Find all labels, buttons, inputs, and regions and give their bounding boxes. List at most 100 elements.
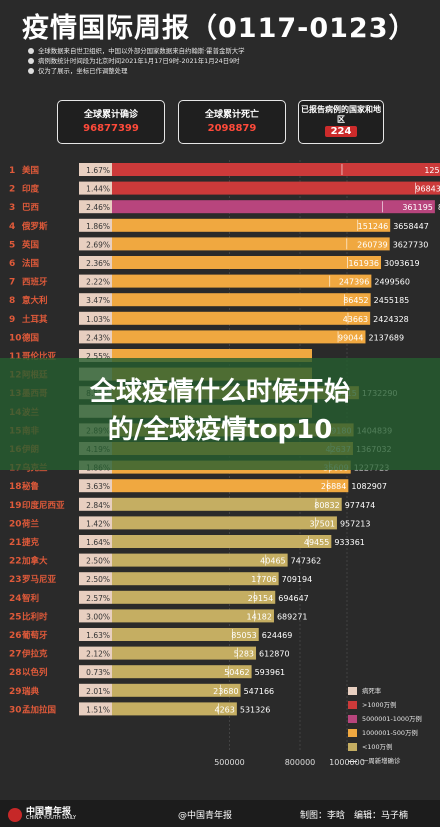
total-bar — [112, 553, 288, 567]
total-bar — [112, 683, 241, 697]
weekly-label: 29154 — [248, 594, 273, 603]
rate-label: 1.44% — [86, 185, 110, 194]
rate-bar — [79, 163, 112, 176]
rate-label: 2.84% — [86, 501, 110, 510]
deaths-label: 全球累计死亡 — [204, 110, 259, 120]
rate-label: 1.67% — [86, 166, 110, 175]
rank-label: 1 — [9, 166, 15, 176]
country-label: 瑞典 — [22, 686, 40, 697]
rate-label: 2.50% — [86, 575, 110, 584]
rate-bar — [79, 330, 112, 344]
rank-label: 19 — [9, 501, 22, 511]
weekly-label: 1258030 — [424, 166, 440, 175]
source-name-en: CHINA YOUTH DAILY — [26, 815, 77, 821]
weekly-label: 50462 — [224, 668, 249, 677]
weekly-label: 99044 — [338, 333, 363, 342]
rank-label: 9 — [9, 315, 15, 325]
rate-label: 2.12% — [86, 650, 110, 659]
legend-item-over-10m: >1000万例 — [348, 700, 422, 714]
country-label: 德国 — [22, 332, 39, 343]
total-bar — [112, 274, 372, 288]
total-bar — [112, 181, 440, 195]
total-bar — [112, 665, 252, 679]
rate-bar — [79, 200, 112, 214]
rate-bar — [79, 702, 112, 716]
country-label: 荷兰 — [21, 518, 40, 529]
country-label: 以色列 — [22, 667, 48, 678]
rate-label: 2.01% — [86, 687, 110, 696]
overlay-banner — [0, 358, 440, 470]
rate-label: 0.73% — [86, 668, 110, 677]
total-bar — [112, 256, 382, 269]
rank-label: 8 — [9, 296, 15, 306]
weekly-label: 43663 — [343, 315, 368, 324]
rate-bar — [79, 516, 112, 530]
country-label: 孟加拉国 — [22, 704, 56, 715]
weekly-label: 17706 — [251, 575, 276, 584]
total-label: 3627730 — [393, 240, 429, 249]
total-bar — [112, 311, 371, 325]
rate-bar — [79, 497, 112, 511]
confirmed-label: 全球累计确诊 — [83, 110, 138, 120]
total-bar — [112, 590, 276, 604]
notes: 全球数据来自世卫组织，中国以外部分国家数据来自约翰斯·霍普金斯大学 病例数统计时… — [28, 46, 245, 76]
weekly-label: 86452 — [343, 296, 368, 305]
weekly-label: 4263 — [215, 705, 235, 714]
rate-label: 1.63% — [86, 631, 110, 640]
total-label: 547166 — [244, 687, 275, 696]
overlay-line-1: 全球疫情什么时候开始 — [89, 377, 350, 407]
countries-card: 已报告病例的国家和地区 224 — [298, 100, 384, 144]
country-label: 葡萄牙 — [21, 630, 48, 641]
country-label: 西班牙 — [22, 277, 48, 288]
rank-label: 29 — [9, 687, 22, 697]
total-label: 957213 — [340, 519, 371, 528]
total-label: 709194 — [282, 575, 313, 584]
x-tick-label: 800000 — [285, 758, 316, 767]
weekly-label: 40465 — [260, 557, 285, 566]
total-bar — [112, 535, 332, 548]
rank-label: 23 — [9, 575, 22, 585]
rank-label: 24 — [9, 594, 22, 604]
legend-item-5m-10m: 5000001-1000万例 — [348, 714, 422, 728]
total-bar — [112, 218, 391, 232]
rank-label: 20 — [9, 519, 22, 529]
rate-bar — [79, 181, 112, 195]
weekly-label: 161936 — [348, 259, 379, 268]
total-label: 3658447 — [393, 222, 429, 231]
bullet-icon — [28, 68, 34, 74]
rank-label: 7 — [9, 278, 15, 288]
rate-label: 2.22% — [86, 278, 110, 287]
x-tick-label: 500000 — [214, 758, 245, 767]
legend: 病死率 >1000万例 5000001-1000万例 1000001-500万例… — [348, 686, 422, 770]
rate-label: 3.47% — [86, 296, 110, 305]
rank-label: 18 — [9, 482, 22, 492]
total-label: 8816254 — [438, 203, 440, 212]
total-label: 2424328 — [373, 315, 409, 324]
country-label: 智利 — [21, 593, 39, 604]
rate-bar — [79, 628, 112, 641]
rate-bar — [79, 553, 112, 567]
total-bar — [112, 237, 390, 251]
total-label: 3093619 — [384, 259, 420, 268]
weekly-label: 14182 — [247, 612, 272, 621]
total-label: 593961 — [255, 668, 286, 677]
total-label: 689271 — [277, 612, 308, 621]
total-bar — [112, 702, 237, 716]
rate-bar — [79, 683, 112, 697]
newspaper-logo-icon — [8, 808, 22, 822]
confirmed-card: 全球累计确诊 96877399 — [57, 100, 165, 144]
rate-label: 1.42% — [86, 519, 110, 528]
country-label: 伊拉克 — [21, 649, 48, 660]
weekly-label: 5283 — [234, 650, 254, 659]
rate-label: 2.50% — [86, 557, 110, 566]
country-label: 意大利 — [22, 295, 48, 306]
rank-label: 2 — [9, 185, 15, 195]
rate-bar — [79, 311, 112, 325]
rate-bar — [79, 479, 112, 493]
rank-label: 6 — [9, 259, 15, 269]
total-label: 933361 — [334, 538, 365, 547]
rate-label: 2.55% — [86, 352, 110, 361]
weekly-label: 361195 — [402, 203, 433, 212]
country-label: 捷克 — [22, 537, 40, 548]
